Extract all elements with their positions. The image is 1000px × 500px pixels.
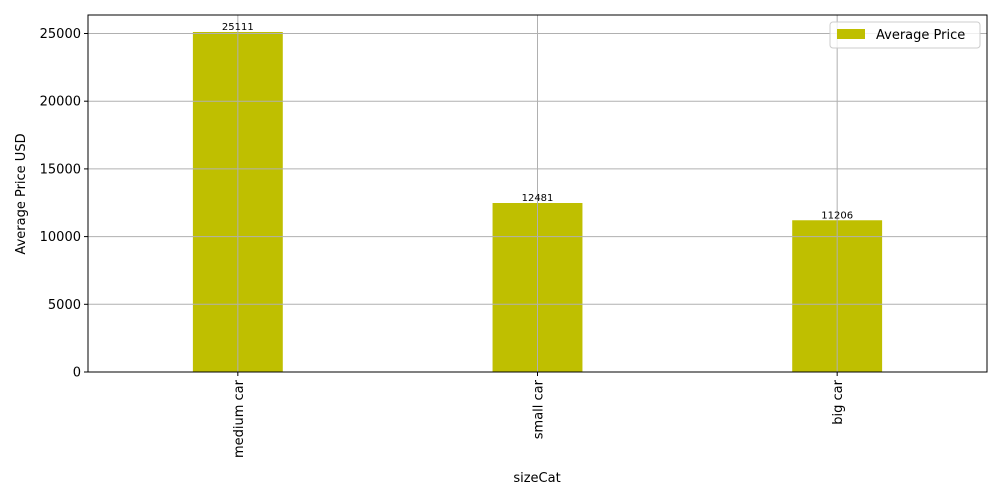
data-labels: 25111 12481 11206 [222,22,853,221]
legend-box [829,21,981,49]
legend-entry: Average Price [876,28,965,43]
y-tick-label: 10000 [40,230,81,245]
bar-value-label: 25111 [222,22,254,33]
x-tick-label: medium car [232,379,247,458]
x-axis: medium car small car big car [232,372,846,458]
y-tick-label: 0 [73,366,81,381]
y-tick-label: 15000 [40,162,81,177]
y-tick-label: 25000 [40,27,81,42]
x-axis-label: sizeCat [513,471,560,486]
legend-swatch [837,29,865,39]
bar-value-label: 12481 [522,193,554,204]
y-axis: 0 5000 10000 15000 20000 25000 [40,27,88,381]
y-tick-label: 5000 [48,298,81,313]
x-tick-label: small car [532,379,547,439]
y-axis-label: Average Price USD [14,133,29,254]
legend: Average Price [829,21,981,49]
y-tick-label: 20000 [40,95,81,110]
x-tick-label: big car [831,379,846,424]
bar-value-label: 11206 [821,210,853,221]
